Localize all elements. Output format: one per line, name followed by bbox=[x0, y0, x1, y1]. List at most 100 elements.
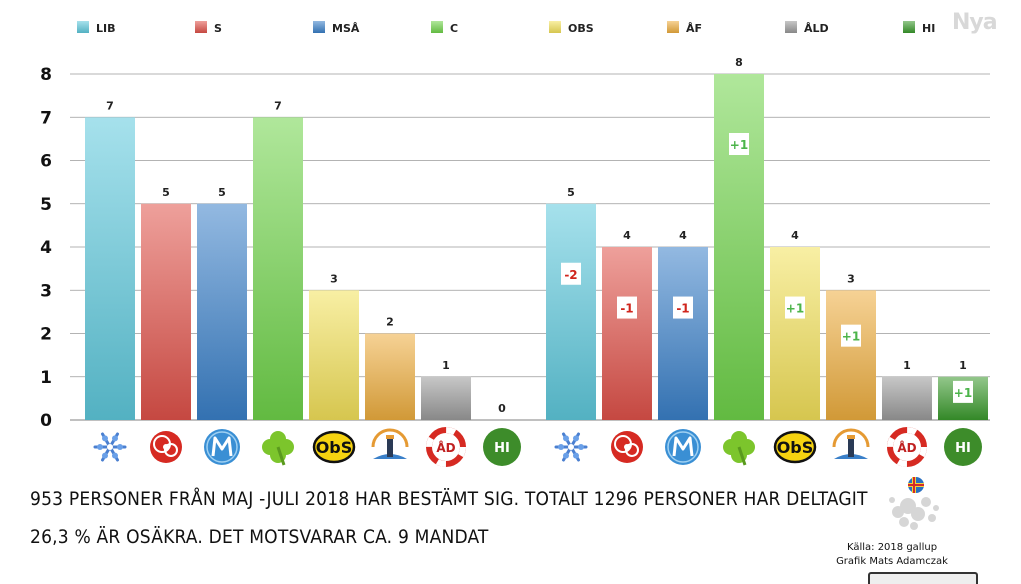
rose-icon bbox=[150, 431, 182, 463]
data-label: 7 bbox=[274, 99, 282, 112]
bar bbox=[253, 117, 303, 420]
snowflake-icon bbox=[93, 432, 127, 462]
data-label: 1 bbox=[903, 359, 911, 372]
bar bbox=[365, 333, 415, 420]
bar-c-2: 8 +1 bbox=[714, 56, 764, 420]
y-tick-label: 3 bbox=[40, 281, 52, 301]
lighthouse-icon bbox=[832, 428, 870, 459]
legend-swatch bbox=[903, 21, 915, 33]
watermark-logo: Nya bbox=[952, 10, 998, 35]
change-label: +1 bbox=[786, 302, 804, 316]
bar-åf-2: 3 +1 bbox=[826, 272, 876, 420]
lifebuoy-icon: ÅD bbox=[887, 427, 927, 467]
change-badge-bg bbox=[953, 380, 973, 403]
lighthouse-icon bbox=[371, 428, 409, 459]
data-label: 4 bbox=[623, 229, 631, 242]
y-tick-label: 7 bbox=[40, 108, 52, 128]
clover-icon bbox=[723, 431, 755, 466]
data-label: 7 bbox=[106, 99, 114, 112]
change-badge-bg bbox=[729, 133, 749, 155]
bar bbox=[141, 203, 191, 420]
clover-icon bbox=[262, 431, 294, 466]
bar bbox=[85, 117, 135, 420]
bar bbox=[658, 247, 708, 420]
data-label: 1 bbox=[959, 359, 967, 372]
legend-swatch bbox=[549, 21, 561, 33]
svg-text:ÅD: ÅD bbox=[436, 440, 455, 455]
hi-logo-icon: HI bbox=[944, 428, 982, 466]
hi-logo-icon: HI bbox=[483, 428, 521, 466]
legend-swatch bbox=[313, 21, 325, 33]
y-axis-ticks: 0 1 2 3 4 5 6 7 8 bbox=[40, 65, 52, 431]
bar-åld-2: 1 bbox=[882, 359, 932, 420]
bar-hi-2: 1 +1 bbox=[938, 359, 988, 420]
svg-text:ÅD: ÅD bbox=[897, 440, 916, 455]
change-badge: -1 bbox=[673, 296, 693, 319]
bar bbox=[770, 247, 820, 420]
legend-label: MSÅ bbox=[332, 22, 360, 35]
change-label: +1 bbox=[730, 138, 748, 152]
data-label: 4 bbox=[791, 229, 799, 242]
bar-lib-2: 5 -2 bbox=[546, 186, 596, 420]
change-label: -2 bbox=[564, 268, 577, 282]
author-credit: Grafik Mats Adamczak bbox=[836, 556, 948, 567]
y-tick-label: 0 bbox=[40, 411, 52, 431]
data-label: 8 bbox=[735, 56, 743, 69]
svg-text:HI: HI bbox=[494, 441, 510, 456]
bar-åf-1: 2 bbox=[365, 316, 415, 420]
party-logos: ObS ÅD HI ObS ÅD HI bbox=[93, 427, 982, 467]
legend-label: OBS bbox=[568, 22, 594, 35]
svg-text:HI: HI bbox=[955, 441, 971, 456]
source-credit: Källa: 2018 gallup bbox=[846, 542, 938, 553]
data-label: 4 bbox=[679, 229, 687, 242]
legend-item-lib: LIB bbox=[77, 21, 116, 35]
bar-åld-1: 1 bbox=[421, 359, 471, 420]
chart: LIB S MSÅ C OBS ÅF ÅLD HI 0 1 2 3 4 5 6 7 8 7 5 5 7 3 2 1 0 5 -2… bbox=[40, 21, 990, 467]
m-logo-icon bbox=[665, 429, 701, 465]
legend-label: LIB bbox=[96, 22, 116, 35]
legend-item-åld: ÅLD bbox=[785, 21, 829, 35]
change-badge-bg bbox=[561, 262, 581, 285]
bar-s-1: 5 bbox=[141, 186, 191, 420]
change-badge: -2 bbox=[561, 262, 581, 285]
legend-label: ÅLD bbox=[804, 22, 829, 35]
change-label: +1 bbox=[842, 330, 860, 344]
bar-s-2: 4 -1 bbox=[602, 229, 652, 420]
y-tick-label: 1 bbox=[40, 368, 52, 388]
creative-commons-badge bbox=[868, 572, 978, 584]
legend-label: S bbox=[214, 22, 222, 35]
change-badge-bg bbox=[617, 296, 637, 319]
legend-label: ÅF bbox=[686, 22, 702, 35]
lifebuoy-icon: ÅD bbox=[426, 427, 466, 467]
bar-c-1: 7 bbox=[253, 99, 303, 420]
m-logo-icon bbox=[204, 429, 240, 465]
legend-item-hi: HI bbox=[903, 21, 935, 35]
y-tick-label: 4 bbox=[40, 238, 52, 258]
data-label: 2 bbox=[386, 316, 394, 329]
note-decided: 953 personer från maj -juli 2018 har bes… bbox=[30, 488, 868, 510]
obs-logo-icon: ObS bbox=[773, 430, 817, 464]
bar-obs-1: 3 bbox=[309, 272, 359, 420]
legend: LIB S MSÅ C OBS ÅF ÅLD HI bbox=[77, 21, 935, 35]
data-label: 3 bbox=[847, 272, 855, 285]
svg-text:ObS: ObS bbox=[316, 438, 353, 457]
bar bbox=[882, 376, 932, 420]
bar bbox=[309, 290, 359, 420]
bar bbox=[602, 247, 652, 420]
bars: 7 5 5 7 3 2 1 0 5 -2 4 -1 4 -1 8 +1 4 +1 3 +1 1 1 +1 bbox=[85, 56, 988, 420]
legend-swatch bbox=[195, 21, 207, 33]
y-tick-label: 6 bbox=[40, 152, 52, 172]
bar-lib-1: 7 bbox=[85, 99, 135, 420]
bar-mså-1: 5 bbox=[197, 186, 247, 420]
change-badge: +1 bbox=[841, 324, 861, 347]
data-label: 5 bbox=[567, 186, 575, 199]
data-label: 5 bbox=[162, 186, 170, 199]
legend-item-obs: OBS bbox=[549, 21, 594, 35]
change-badge: +1 bbox=[953, 380, 973, 403]
legend-item-åf: ÅF bbox=[667, 21, 702, 35]
bar-obs-2: 4 +1 bbox=[770, 229, 820, 420]
data-label: 5 bbox=[218, 186, 226, 199]
y-tick-label: 2 bbox=[40, 325, 52, 345]
rose-icon bbox=[611, 431, 643, 463]
bar bbox=[714, 74, 764, 420]
